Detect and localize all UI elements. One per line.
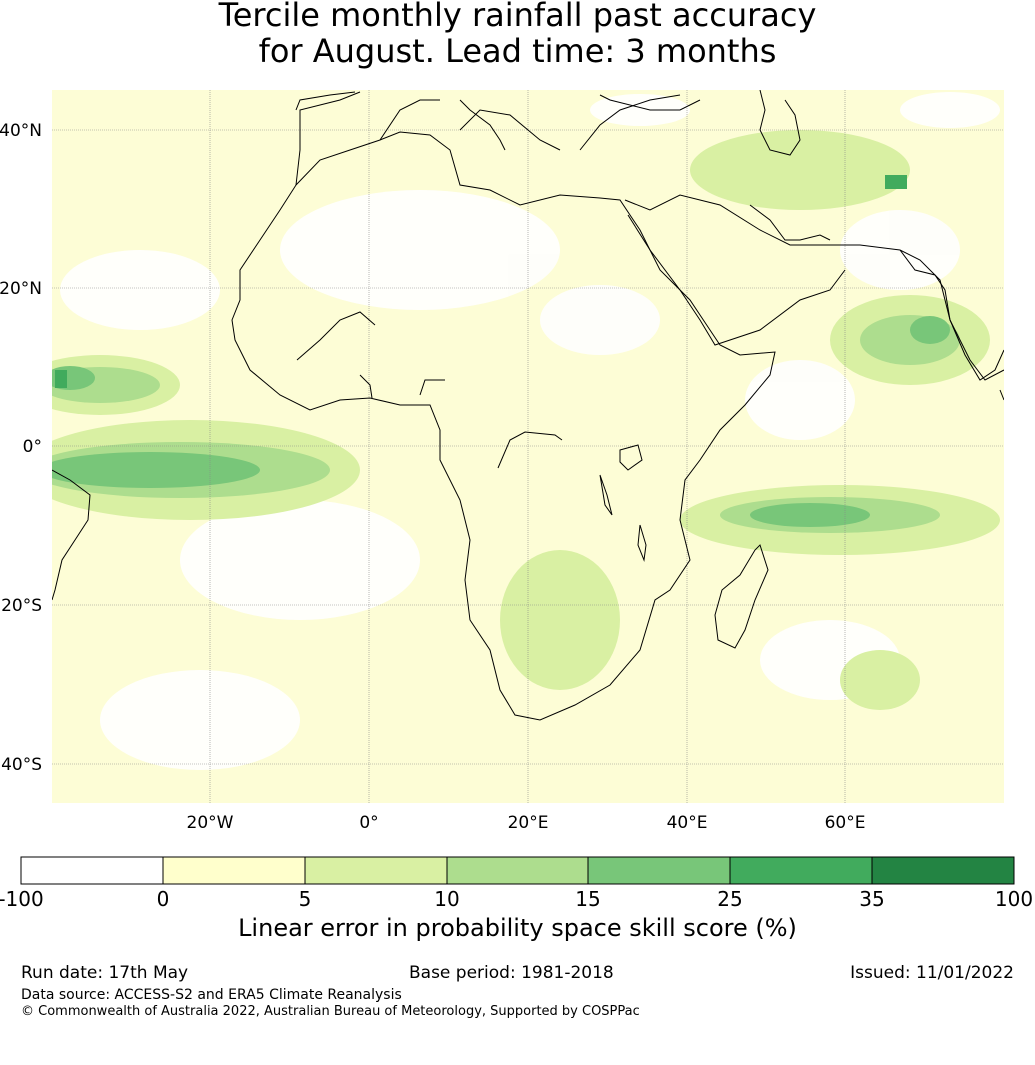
skill-score-field [52,90,1004,803]
colorbar-swatch-7 [872,857,1014,884]
caspian-sea-coastline [759,90,801,156]
colorbar-tick-label: 5 [299,887,312,911]
skill-india-peak [910,316,950,344]
africa-coastline [231,131,776,721]
lon-label-20e: 20°E [508,813,549,833]
skill-tropical-atlantic-peak [52,366,95,390]
no-skill-sahara [280,190,560,310]
sri-lanka-outline [999,389,1004,401]
colorbar-swatch-5 [588,857,730,884]
lake-malawi-outline [637,524,647,562]
lat-label-20n: 20°N [0,279,42,299]
coastlines [52,90,1004,721]
colorbar-tick-label: 100 [995,887,1033,911]
madagascar-coastline [714,544,769,649]
map-title-line1: Tercile monthly rainfall past accuracy [218,0,817,34]
map-title-line2: for August. Lead time: 3 months [258,32,777,70]
copyright: © Commonwealth of Australia 2022, Austra… [21,1004,640,1019]
data-source: Data source: ACCESS-S2 and ERA5 Climate … [21,987,402,1003]
skill-middle-east [690,130,910,210]
south-america-coastline [52,469,91,601]
no-skill-areas [60,92,1000,770]
no-skill-central-asia [900,92,1000,128]
colorbar-swatch-2 [163,857,305,884]
skill-high-central-asia [885,175,907,189]
lon-label-0: 0° [359,813,378,833]
lake-victoria-outline [619,444,643,471]
colorbar-tick-label: 25 [717,887,742,911]
congo-river [497,431,563,469]
colorbar-swatch-3 [305,857,447,884]
lon-label-20w: 20°W [187,813,234,833]
persian-gulf-coastline [749,204,831,241]
no-skill-north-atlantic [60,250,220,330]
colorbar: -100 0 5 10 15 25 35 100 [0,856,1033,911]
black-sea-coastline [599,94,701,111]
skill-south-indian [840,650,920,710]
colorbar-swatch-6 [730,857,872,884]
no-skill-sudan [540,285,660,355]
colorbar-tick-label: 15 [575,887,600,911]
skill-equatorial-atlantic-peak [52,452,260,488]
graticule [52,90,1004,803]
colorbar-tick-label: -100 [0,887,44,911]
colorbar-tick-marks [162,857,873,884]
lake-tanganyika-outline [599,474,613,516]
colorbar-swatch-4 [447,857,588,884]
italy-coastline [459,99,506,151]
colorbar-swatch-1 [21,857,163,884]
lat-label-40s: 40°S [1,755,42,775]
lat-label-equator: 0° [23,437,42,457]
colorbar-tick-label: 0 [157,887,170,911]
india-coastline [899,249,1004,381]
run-date: Run date: 17th May [21,963,189,983]
skill-southern-africa [500,550,620,690]
iberia-coastline [295,91,356,111]
lon-label-60e: 60°E [825,813,866,833]
no-skill-south-atlantic [180,500,420,620]
colorbar-tick-label: 35 [859,887,884,911]
colorbar-label: Linear error in probability space skill … [238,914,797,942]
skill-25-35-areas [55,175,907,388]
no-skill-arabian-sea [745,360,855,440]
skill-high-atlantic [55,370,67,388]
mediterranean-north-coastline [295,91,681,186]
red-sea-coastline [627,214,846,346]
colorbar-frame [20,856,1015,885]
lat-label-40n: 40°N [0,121,42,141]
niger-river [296,311,445,399]
base-period: Base period: 1981-2018 [409,963,614,983]
lat-label-20s: 20°S [1,596,42,616]
arabia-coastline [624,194,1004,381]
skill-indian-ocean-peak [750,503,870,527]
no-skill-europe [590,94,690,126]
no-skill-southwest-atlantic [100,670,300,770]
colorbar-tick-label: 10 [434,887,459,911]
lon-label-40e: 40°E [667,813,708,833]
issued-date: Issued: 11/01/2022 [850,963,1014,983]
